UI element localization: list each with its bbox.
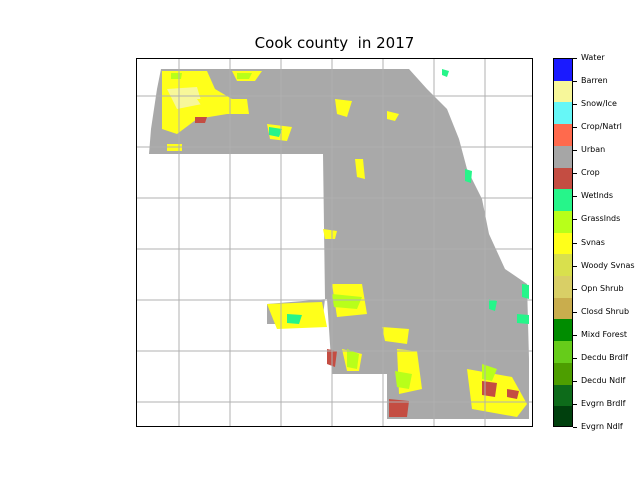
legend-label-crop-natrl: Crop/Natrl — [581, 122, 622, 132]
legend-tick — [573, 150, 577, 152]
legend-tick — [573, 242, 577, 244]
legend-label-wetlnds: Wetlnds — [581, 191, 614, 201]
legend-label-mixd-forest: Mixd Forest — [581, 329, 628, 339]
legend-label-svnas: Svnas — [581, 237, 605, 247]
legend-label-barren: Barren — [581, 76, 608, 86]
legend-label-opn-shrub: Opn Shrub — [581, 283, 624, 293]
legend-swatch-evgrn-ndlf — [554, 406, 572, 426]
legend-label-urban: Urban — [581, 145, 606, 155]
legend-tick — [573, 380, 577, 382]
legend-swatch-svnas — [554, 232, 572, 255]
legend-swatch-crop-natrl — [554, 124, 572, 147]
legend-swatch-snow-ice — [554, 102, 572, 125]
legend-label-woody-svnas: Woody Svnas — [581, 260, 635, 270]
legend-swatch-water — [554, 59, 572, 82]
legend-swatch-evgrn-brdlf — [554, 384, 572, 407]
legend-label-evgrn-ndlf: Evgrn Ndlf — [581, 422, 623, 431]
legend-swatch-grasslnds — [554, 210, 572, 234]
legend-tick — [573, 265, 577, 267]
legend-swatch-opn-shrub — [554, 276, 572, 299]
legend-label-grasslnds: Grasslnds — [581, 214, 621, 224]
land-cover-map — [137, 59, 532, 426]
legend-swatch-wetlnds — [554, 189, 572, 212]
legend-label-evgrn-brdlf: Evgrn Brdlf — [581, 398, 626, 408]
legend-colorbar — [553, 58, 573, 427]
map-grid — [137, 59, 532, 426]
legend-label-closd-shrub: Closd Shrub — [581, 306, 630, 316]
grassland-patches — [171, 73, 497, 389]
county-region — [149, 69, 529, 419]
legend-label-snow-ice: Snow/Ice — [581, 99, 617, 109]
legend-swatch-woody-svnas — [554, 254, 572, 277]
legend-tick — [573, 58, 577, 59]
legend-swatch-barren — [554, 80, 572, 103]
legend-tick — [573, 357, 577, 359]
legend-label-decdu-ndlf: Decdu Ndlf — [581, 375, 626, 385]
legend-tick — [573, 288, 577, 290]
legend-tick — [573, 403, 577, 405]
map-panel — [136, 58, 533, 427]
legend-swatch-closd-shrub — [554, 297, 572, 320]
legend-tick — [573, 81, 577, 83]
map-title: Cook county in 2017 — [254, 34, 415, 52]
legend-tick — [573, 196, 577, 198]
legend-tick — [573, 127, 577, 129]
wetland-patches — [269, 69, 529, 324]
legend-tick — [573, 219, 577, 221]
legend-swatch-mixd-forest — [554, 319, 572, 342]
legend-label-water: Water — [581, 53, 605, 62]
legend-tick — [573, 427, 577, 428]
legend-tick — [573, 104, 577, 106]
legend-tick — [573, 311, 577, 313]
legend-tick — [573, 334, 577, 336]
legend-swatch-decdu-ndlf — [554, 362, 572, 386]
legend-swatch-decdu-brdlf — [554, 341, 572, 364]
legend-swatch-urban — [554, 145, 572, 169]
legend-tick — [573, 173, 577, 175]
legend-label-crop: Crop — [581, 168, 600, 178]
legend-swatch-crop — [554, 167, 572, 190]
legend-label-decdu-brdlf: Decdu Brdlf — [581, 352, 628, 362]
